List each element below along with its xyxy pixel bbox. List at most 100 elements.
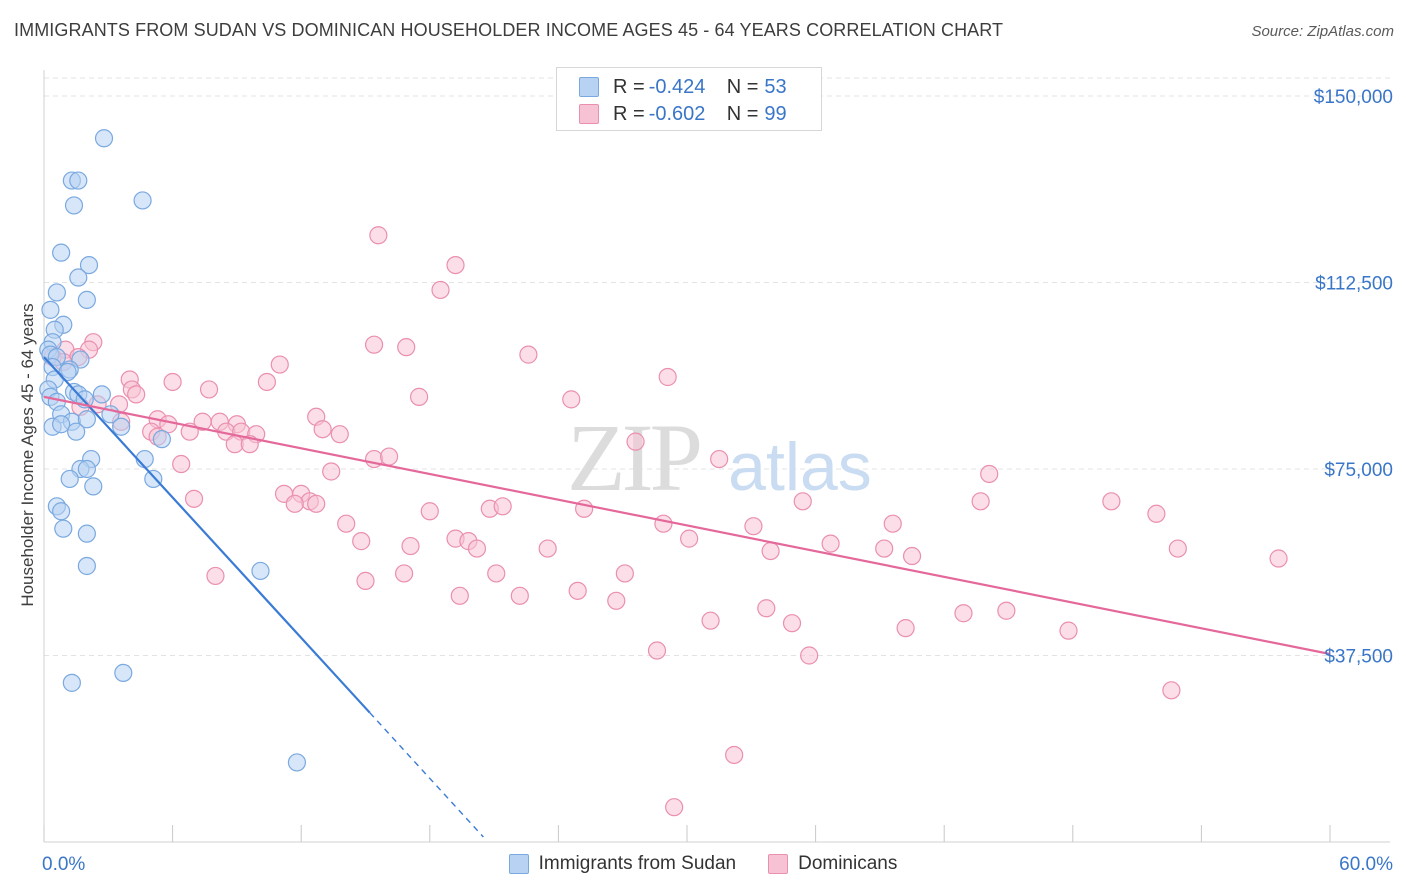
dominican-point [285,494,304,513]
dominican-point [680,529,699,548]
dominican-point [257,372,277,392]
dominican-point [980,464,999,484]
legend-n-value: 99 [764,102,787,125]
dominican-point [997,601,1016,620]
sudan-point [41,300,60,319]
chart-title: IMMIGRANTS FROM SUDAN VS DOMINICAN HOUSE… [14,20,1004,40]
dominican-point [379,447,399,466]
y-tick-label: $37,500 [1324,647,1393,668]
dominican-point [199,380,219,399]
sudan-point [77,459,96,479]
dominican-point [971,492,990,511]
legend-swatch-dominican [579,104,599,124]
dominican-point [446,255,465,275]
dominican-point [270,355,289,374]
series-legend-sudan[interactable]: Immigrants from Sudan [508,853,736,875]
sudan-trend-extension [369,712,484,838]
dominican-point [409,387,429,406]
dominican-point [883,514,902,533]
dominican-point [313,420,332,439]
sudan-point [69,171,88,190]
dominican-point [431,280,450,300]
dominican-point [420,502,439,521]
dominican-point [519,345,538,364]
dominican-point [493,497,512,516]
dominican-point [163,372,182,392]
dominican-point [337,514,356,533]
sudan-point [112,417,131,436]
dominican-trend-line [43,395,1331,656]
legend-swatch-sudan [579,77,599,97]
sudan-point [133,191,152,210]
dominican-point [397,338,416,357]
dominican-point [127,385,146,404]
x-tick-label: 60.0% [1339,854,1393,875]
legend-row-dominican: R = -0.602 N = 99 [579,103,787,125]
dominican-point [538,539,557,558]
dominican-point [744,517,763,536]
dominican-point [793,492,812,511]
sudan-point [77,556,96,576]
sudan-point [62,673,81,692]
sudan-point [152,430,171,449]
sudan-point [67,422,86,441]
dominican-point [725,745,744,765]
dominican-point [1102,492,1121,511]
dominican-point [902,546,922,566]
tick-labels: $37,500 $75,000 $112,500 $150,000 0.0% 60.0% [42,87,1393,875]
series-legend-dominican[interactable]: Dominicans [768,853,897,875]
sudan-point [92,385,111,404]
dominican-point [800,646,819,665]
sudan-point [52,502,71,521]
source-credit: Source: ZipAtlas.com [1251,23,1394,40]
sudan-point [69,268,88,287]
watermark-zip: ZIP [567,404,700,511]
sudan-point [60,469,79,489]
series-swatch-sudan [508,854,529,874]
sudan-point [77,524,96,543]
sudan-point [52,243,71,262]
dominican-point [710,449,729,469]
dominican-point [1269,549,1288,568]
sudan-point [77,410,96,429]
trend-lines [43,356,1331,838]
legend-r-value: -0.602 [648,102,706,125]
watermark: ZIP atlas [567,404,872,511]
x-tick-label: 0.0% [42,854,85,875]
legend-n-label: N = [726,75,759,98]
dominican-point [626,432,645,451]
dominican-point [510,586,529,605]
dominican-point [562,390,581,409]
sudan-point [251,561,270,581]
dominican-point [369,226,388,245]
dominican-points [43,226,1288,817]
series-label-dominican: Dominicans [798,853,898,874]
dominican-point [352,532,371,551]
y-tick-label: $75,000 [1324,460,1393,481]
dominican-point [1168,539,1187,558]
sudan-trend-line [43,356,371,714]
sudan-point [47,283,66,302]
y-tick-label: $150,000 [1314,87,1393,108]
dominican-point [184,489,204,508]
legend-row-sudan: R = -0.424 N = 53 [579,76,787,98]
dominican-point [307,494,326,513]
legend-r-label: R = [613,75,645,98]
dominican-point [1059,621,1078,640]
dominican-point [394,564,414,583]
dominican-point [821,534,840,553]
dominican-point [607,591,626,610]
y-tick-label: $112,500 [1315,274,1393,295]
sudan-point [79,255,99,275]
dominican-point [761,541,780,561]
sudan-point [114,663,133,683]
dominican-point [401,536,420,556]
legend-n-label: N = [726,102,759,125]
dominican-point [364,335,384,354]
dominican-point [954,604,973,623]
dominican-point [1147,504,1166,523]
series-swatch-dominican [768,854,789,874]
sudan-point [77,290,96,310]
series-legend: Immigrants from Sudan Dominicans [0,852,1406,876]
dominican-point [467,539,487,558]
